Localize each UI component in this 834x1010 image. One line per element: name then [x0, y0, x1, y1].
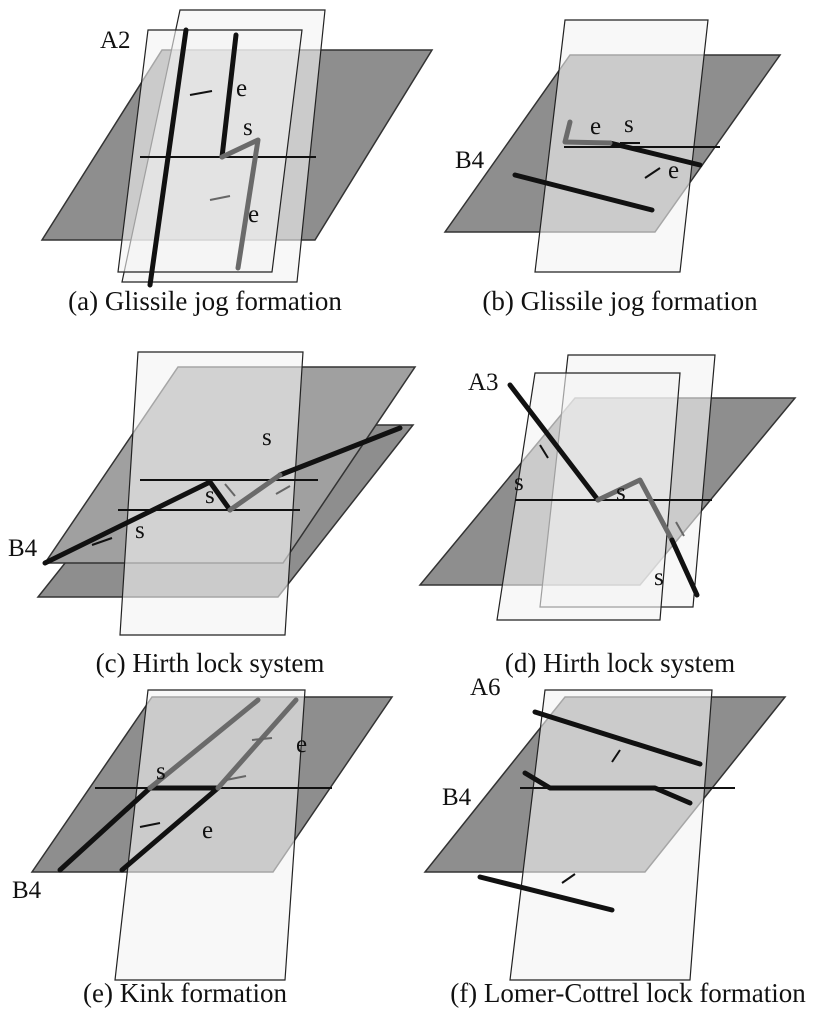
panel-e: B4 e s e (e) Kink formation: [12, 690, 392, 1008]
label: B4: [442, 784, 472, 811]
figure: A2 e s e (a) Glissile jog formation B4 e…: [0, 0, 834, 1010]
label: s: [624, 111, 634, 138]
panel-b: B4 e s e (b) Glissile jog formation: [445, 20, 780, 316]
panel-d: A3 s s s (d) Hirth lock system: [420, 355, 795, 678]
caption: (b) Glissile jog formation: [482, 286, 758, 316]
label: s: [156, 758, 166, 785]
label: A2: [100, 27, 131, 54]
caption: (a) Glissile jog formation: [68, 286, 342, 316]
caption: (c) Hirth lock system: [96, 648, 325, 678]
panel-f: A6 B4 (f) Lomer-Cottrel lock formation: [425, 674, 806, 1008]
caption: (d) Hirth lock system: [505, 648, 735, 678]
label: A6: [470, 674, 501, 701]
slip-plane: [497, 373, 680, 620]
label: e: [236, 75, 247, 102]
label: e: [668, 157, 679, 184]
label: s: [205, 482, 215, 509]
label: B4: [12, 877, 42, 904]
label: s: [243, 114, 253, 141]
label: e: [590, 113, 601, 140]
label: e: [248, 201, 259, 228]
label: s: [654, 564, 664, 591]
caption: (f) Lomer-Cottrel lock formation: [450, 978, 806, 1008]
slip-plane: [118, 30, 302, 272]
label: s: [135, 517, 145, 544]
caption: (e) Kink formation: [83, 978, 287, 1008]
label: s: [262, 424, 272, 451]
label: s: [616, 479, 626, 506]
label: e: [296, 731, 307, 758]
label: A3: [468, 369, 499, 396]
label: B4: [455, 147, 485, 174]
panel-c: B4 s s s (c) Hirth lock system: [8, 352, 415, 678]
panel-a: A2 e s e (a) Glissile jog formation: [42, 10, 432, 316]
label: e: [202, 817, 213, 844]
label: B4: [8, 535, 38, 562]
label: s: [514, 469, 524, 496]
